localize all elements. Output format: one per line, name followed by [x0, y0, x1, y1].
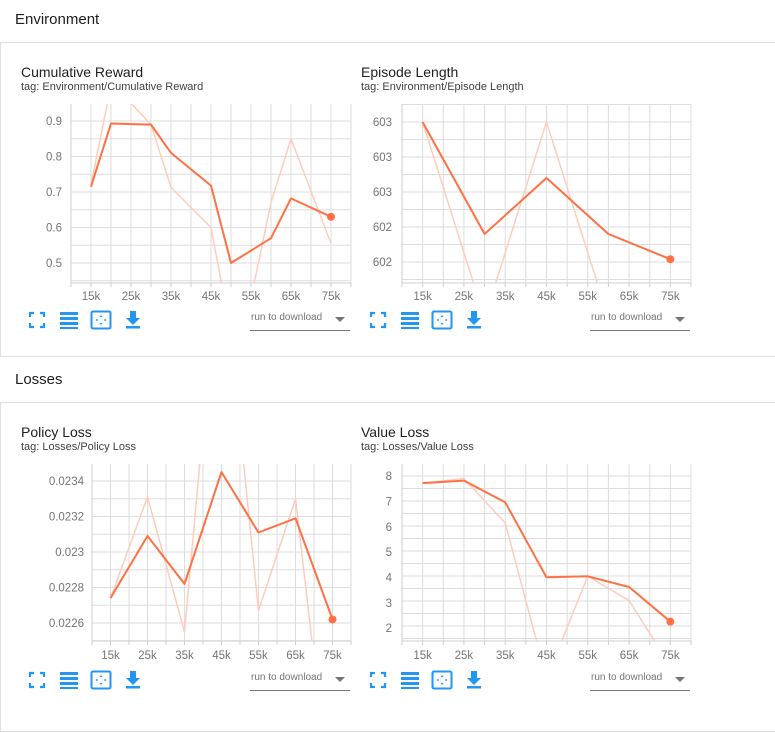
fullscreen-button[interactable] — [367, 309, 389, 331]
dropdown-arrow-icon — [335, 317, 345, 322]
select-placeholder: run to download — [591, 312, 663, 323]
fullscreen-icon — [367, 311, 389, 335]
download-icon — [463, 671, 485, 695]
download-icon — [122, 311, 144, 335]
select-placeholder: run to download — [251, 672, 323, 683]
select-placeholder: run to download — [251, 312, 323, 323]
section-title-environment: Environment — [15, 11, 100, 28]
select-placeholder: run to download — [591, 672, 663, 683]
fullscreen-button[interactable] — [367, 669, 389, 691]
data-table-button[interactable] — [399, 669, 421, 691]
fullscreen-icon — [367, 671, 389, 695]
chart-title: Value Loss — [361, 424, 430, 440]
fit-domain-button[interactable] — [431, 309, 453, 331]
download-button[interactable] — [463, 669, 485, 691]
data-table-button[interactable] — [58, 669, 80, 691]
download-button[interactable] — [122, 309, 144, 331]
run-to-download-select[interactable]: run to download — [250, 308, 350, 331]
fit-domain-icon — [431, 310, 453, 335]
data-table-icon — [58, 312, 80, 335]
fit-domain-button[interactable] — [90, 309, 112, 331]
fullscreen-icon — [26, 311, 48, 335]
fit-domain-icon — [90, 310, 112, 335]
data-table-icon — [399, 672, 421, 695]
data-table-button[interactable] — [58, 309, 80, 331]
dropdown-arrow-icon — [675, 677, 685, 682]
data-table-button[interactable] — [399, 309, 421, 331]
chart-tag: tag: Environment/Cumulative Reward — [21, 81, 204, 93]
dropdown-arrow-icon — [675, 317, 685, 322]
run-to-download-select[interactable]: run to download — [590, 668, 690, 691]
fit-domain-button[interactable] — [431, 669, 453, 691]
fit-domain-icon — [431, 670, 453, 695]
chart-tag: tag: Environment/Episode Length — [361, 81, 524, 93]
chart-title: Episode Length — [361, 64, 459, 80]
data-table-icon — [58, 672, 80, 695]
chart-tag: tag: Losses/Value Loss — [361, 441, 474, 453]
fullscreen-button[interactable] — [26, 669, 48, 691]
chart-title: Cumulative Reward — [21, 64, 144, 80]
run-to-download-select[interactable]: run to download — [250, 668, 350, 691]
download-button[interactable] — [463, 309, 485, 331]
dropdown-arrow-icon — [335, 677, 345, 682]
fit-domain-icon — [90, 670, 112, 695]
download-icon — [122, 671, 144, 695]
data-table-icon — [399, 312, 421, 335]
section-title-losses: Losses — [15, 371, 63, 388]
fullscreen-button[interactable] — [26, 309, 48, 331]
run-to-download-select[interactable]: run to download — [590, 308, 690, 331]
fullscreen-icon — [26, 671, 48, 695]
download-button[interactable] — [122, 669, 144, 691]
chart-tag: tag: Losses/Policy Loss — [21, 441, 136, 453]
fit-domain-button[interactable] — [90, 669, 112, 691]
chart-title: Policy Loss — [21, 424, 92, 440]
download-icon — [463, 311, 485, 335]
